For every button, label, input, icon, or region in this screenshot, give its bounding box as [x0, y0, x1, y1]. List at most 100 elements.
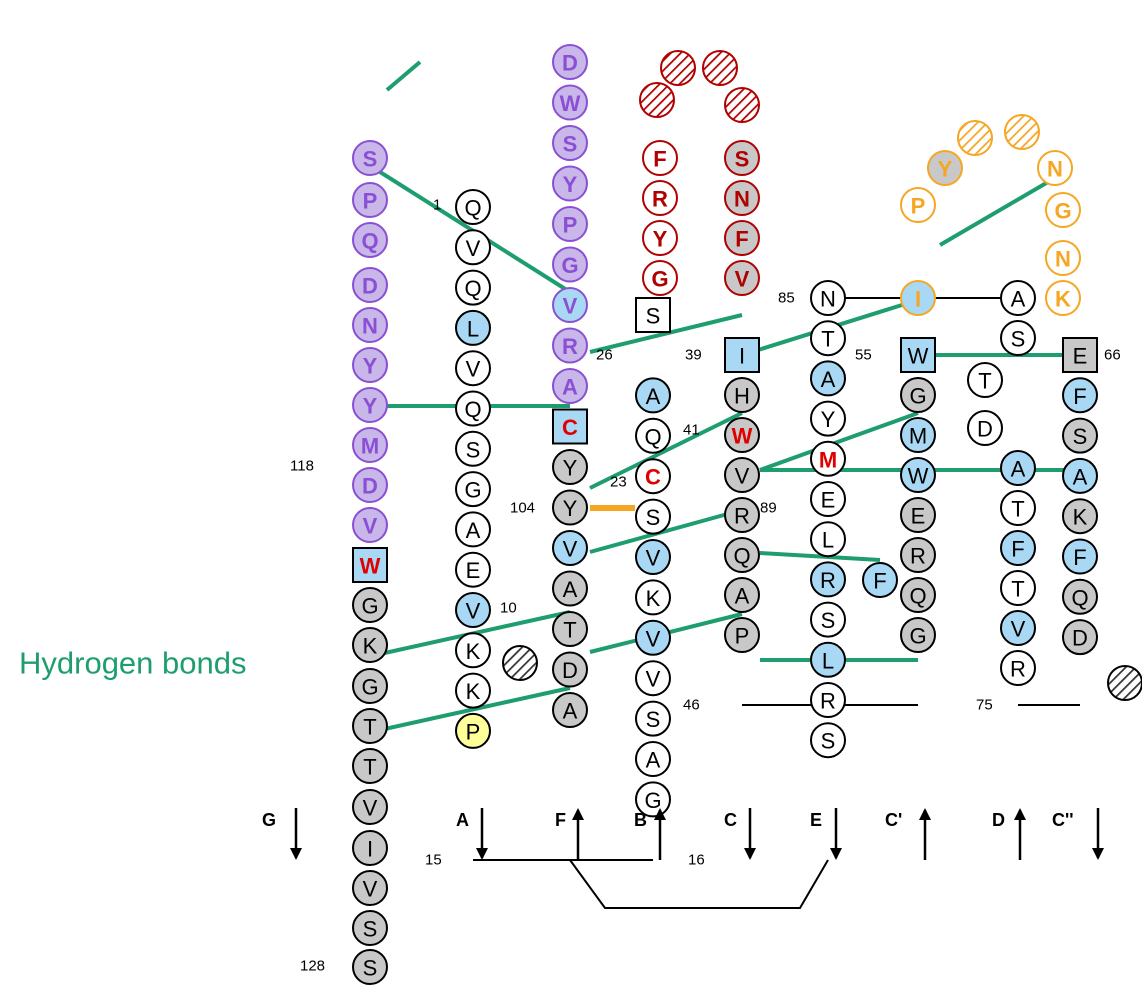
residue-circle — [810, 280, 846, 316]
residue-letter: Q — [361, 229, 378, 254]
residue-letter: S — [821, 608, 836, 633]
residue-letter: A — [563, 699, 578, 724]
residue-circle — [724, 457, 760, 493]
residue-number: 66 — [1104, 347, 1121, 364]
residue-letter: P — [911, 194, 926, 219]
residue-square — [724, 337, 760, 373]
residue-letter: A — [646, 748, 661, 773]
residue: T — [967, 362, 1003, 398]
residue-letter: V — [363, 796, 378, 821]
residue-letter: V — [466, 357, 481, 382]
strand-label-text: C'' — [1052, 810, 1074, 830]
residue-letter: Q — [733, 544, 750, 569]
residue-letter: E — [911, 504, 926, 529]
strand-label: E — [810, 808, 842, 860]
residue-letter: P — [563, 213, 578, 238]
residue-number: 1 — [433, 197, 441, 214]
residue-letter: G — [361, 594, 378, 619]
unresolved-residue — [502, 645, 538, 681]
residue-letter: G — [561, 253, 578, 278]
residue: D — [552, 44, 588, 80]
residue-circle — [810, 440, 846, 477]
strand-label: G — [262, 808, 302, 860]
residue-letter: Q — [909, 584, 926, 609]
residue-letter: W — [560, 91, 581, 116]
residue: D — [967, 410, 1003, 446]
residue: W — [552, 84, 588, 121]
residue-letter: A — [735, 584, 750, 609]
strand-arrow-head — [1014, 808, 1026, 820]
residue: K — [352, 627, 388, 663]
residue-letter: Y — [938, 157, 953, 182]
residue-letter: V — [735, 267, 750, 292]
unresolved-residue — [957, 120, 993, 156]
residue-letter: V — [363, 877, 378, 902]
residue-circle — [352, 910, 388, 946]
strand-label-text: D — [992, 810, 1005, 830]
residue-circle — [724, 577, 760, 613]
residue-circle — [642, 260, 678, 296]
residue: E — [900, 497, 936, 533]
residue: S — [810, 601, 846, 638]
residue-circle — [552, 530, 588, 566]
residue-letter: A — [821, 367, 836, 392]
residue-letter: A — [1011, 287, 1026, 312]
residue-letter: W — [908, 464, 929, 489]
hydrogen-bond — [938, 173, 1062, 247]
residue-letter: S — [1073, 424, 1088, 449]
residue-letter: L — [822, 648, 834, 673]
residue: A — [810, 360, 846, 397]
residue-circle — [352, 627, 388, 663]
residue-letter: Q — [644, 424, 661, 449]
residue-circle — [635, 700, 671, 737]
residue: Y — [927, 150, 963, 186]
residue-circle — [724, 417, 760, 453]
residue-number: 41 — [683, 422, 700, 439]
strand-label-text: E — [810, 810, 822, 830]
residue-letter: F — [873, 569, 886, 594]
residue-circle — [900, 377, 936, 413]
hydrogen-bond — [589, 313, 743, 354]
hydrogen-bond — [759, 411, 919, 472]
residue: Q — [1062, 578, 1098, 615]
residue: D — [352, 467, 388, 503]
residue-square — [352, 547, 388, 583]
hydrogen-bond — [379, 686, 571, 732]
residue: G — [642, 260, 678, 296]
strand-arrow-head — [476, 848, 488, 860]
residue: A — [552, 570, 588, 607]
residue-letter: G — [651, 267, 668, 292]
residue-number: 55 — [855, 347, 872, 364]
residue-letter: W — [360, 554, 381, 579]
residue-circle — [1000, 530, 1036, 566]
residue-letter: T — [1011, 577, 1024, 602]
residue: G — [900, 617, 936, 653]
residue: T — [1000, 570, 1036, 606]
residue-letter: G — [1054, 199, 1071, 224]
residue-letter: T — [978, 369, 991, 394]
residue-circle — [635, 458, 671, 495]
residue: A — [724, 577, 760, 613]
residue-letter: V — [735, 464, 750, 489]
residue: H — [724, 377, 760, 413]
residue-circle — [352, 182, 388, 218]
residue: F — [1062, 377, 1098, 414]
residue-letter: S — [363, 956, 378, 981]
residue-circle — [724, 497, 760, 533]
residue-letter: V — [363, 514, 378, 539]
residue-circle — [352, 949, 388, 985]
residue-circle — [455, 471, 491, 508]
residue-circle — [1045, 192, 1081, 228]
residue-circle — [810, 320, 846, 357]
unresolved-residue — [660, 50, 696, 86]
residue: K — [455, 632, 491, 669]
residue-circle — [1062, 417, 1098, 454]
residue-letter: Q — [1071, 585, 1088, 610]
residue-number: 104 — [510, 500, 535, 517]
residue-circle — [810, 521, 846, 558]
residue-circle — [1000, 450, 1036, 486]
residue: Q — [455, 390, 491, 427]
strand-arrow-head — [744, 848, 756, 860]
residue: N — [1037, 150, 1073, 186]
